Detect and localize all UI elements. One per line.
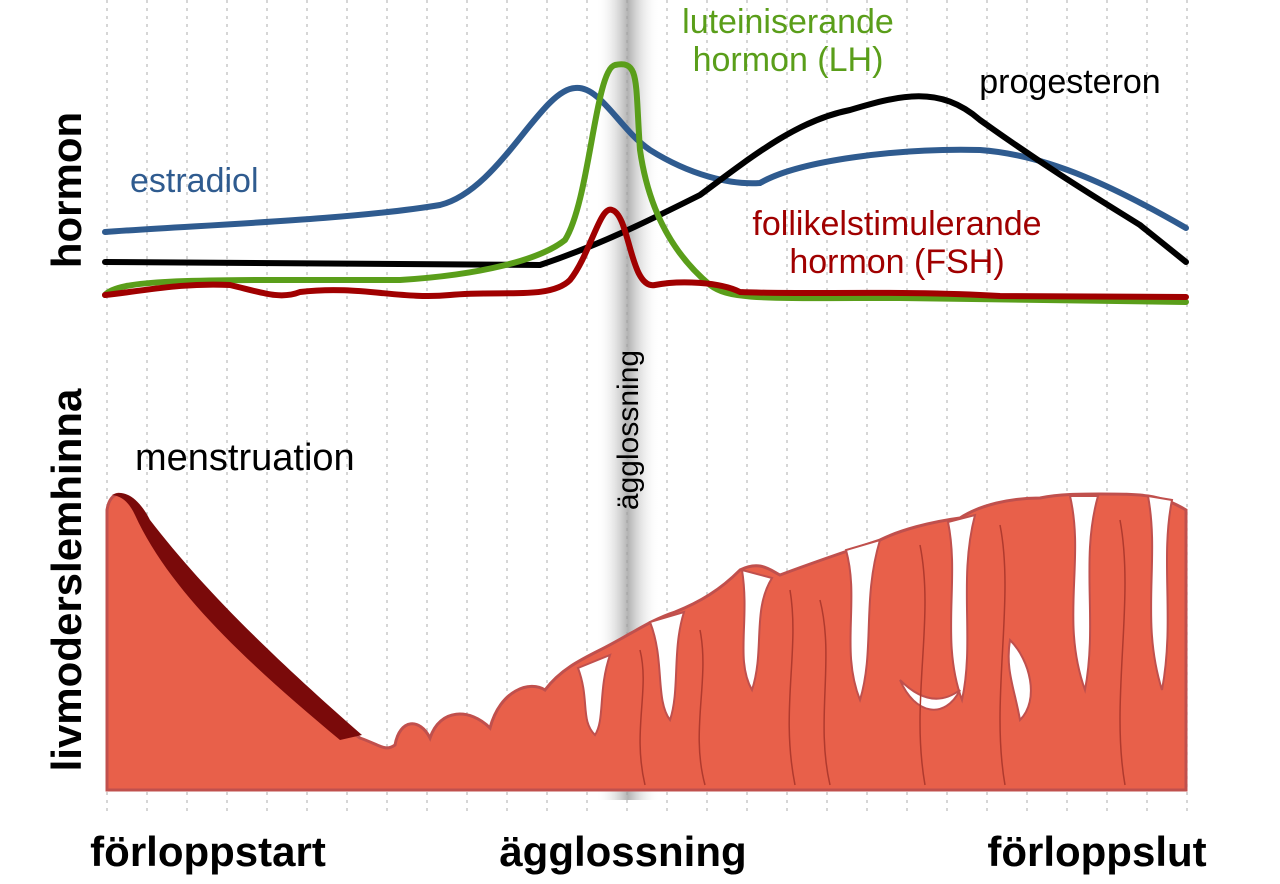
estradiol-curve — [102, 84, 1189, 235]
fsh-curve — [102, 206, 1189, 300]
lh-label: hormon (LH) — [693, 41, 884, 79]
menstruation-label: menstruation — [135, 437, 355, 479]
timeline-label: förloppslut — [987, 828, 1206, 875]
ovulation-marker-label: ägglossning — [612, 350, 645, 510]
endometrium-gaps — [576, 494, 1174, 737]
lh-label: luteiniserande — [682, 3, 894, 41]
fsh-label: hormon (FSH) — [789, 243, 1004, 281]
menstruation-layer — [112, 492, 362, 740]
progesterone-label: progesteron — [979, 63, 1160, 101]
fsh-label: follikelstimulerande — [752, 205, 1041, 243]
glands — [639, 519, 1126, 786]
timeline-label: förloppstart — [90, 828, 326, 875]
hormone-curves — [102, 61, 1189, 305]
axis-label-bottom: livmoderslemhinna — [43, 388, 90, 771]
axis-label-top: hormon — [43, 112, 90, 268]
estradiol-label: estradiol — [130, 162, 259, 200]
progesterone-curve — [102, 93, 1189, 269]
timeline-label: ägglossning — [499, 828, 746, 875]
